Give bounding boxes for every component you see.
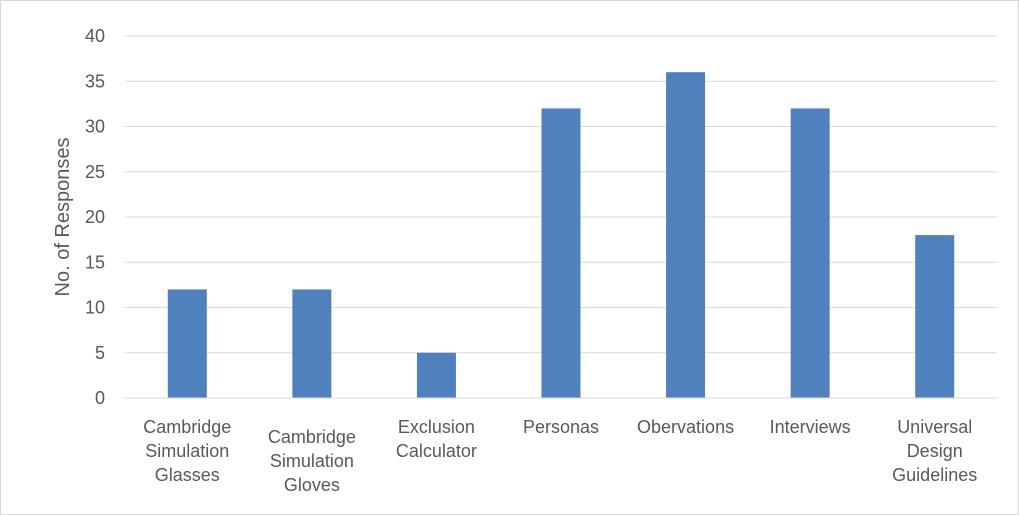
y-axis-title: No. of Responses: [52, 138, 74, 297]
y-tick-label: 30: [85, 117, 105, 137]
x-tick-label-line: Universal: [897, 417, 972, 437]
x-tick-label-line: Simulation: [145, 441, 229, 461]
y-tick-label: 15: [85, 252, 105, 272]
x-tick-label: Cambridge Simulation Glasses: [143, 417, 231, 485]
bar: [416, 352, 456, 398]
x-tick-label: Universal Design Guidelines: [892, 417, 977, 485]
x-tick-label-line: Calculator: [396, 441, 477, 461]
x-tick-label: Personas: [523, 417, 599, 437]
x-tick-label-line: Exclusion: [398, 417, 475, 437]
y-tick-label: 40: [85, 26, 105, 46]
x-tick-label: Obervations: [637, 417, 734, 437]
x-tick-label-line: Gloves: [284, 475, 340, 495]
x-tick-label-line: Design: [907, 441, 963, 461]
y-tick-label: 35: [85, 71, 105, 91]
x-tick-label-line: Simulation: [270, 451, 354, 471]
y-tick-label: 20: [85, 207, 105, 227]
y-tick-label: 10: [85, 298, 105, 318]
x-tick-label-line: Personas: [523, 417, 599, 437]
y-tick-label: 25: [85, 162, 105, 182]
x-tick-label-line: Glasses: [155, 465, 220, 485]
y-tick-label: 0: [95, 388, 105, 408]
bar: [541, 108, 581, 399]
x-tick-label: Interviews: [770, 417, 851, 437]
x-tick-label-line: Guidelines: [892, 465, 977, 485]
bar: [666, 72, 706, 398]
bar: [915, 235, 955, 398]
bar: [292, 289, 332, 398]
x-tick-label-line: Cambridge: [268, 427, 356, 447]
y-tick-label: 5: [95, 343, 105, 363]
bar: [167, 289, 207, 398]
x-tick-label-line: Cambridge: [143, 417, 231, 437]
x-tick-label-line: Obervations: [637, 417, 734, 437]
bars: [167, 72, 955, 399]
bar: [790, 108, 830, 399]
x-tick-label: Cambridge Simulation Gloves: [268, 427, 356, 495]
x-axis-ticks: Cambridge Simulation Glasses Cambridge Simul…: [143, 417, 977, 495]
x-tick-label-line: Interviews: [770, 417, 851, 437]
y-axis-ticks: 0 5 10 15 20 25 30 35 40: [85, 26, 105, 408]
x-tick-label: Exclusion Calculator: [396, 417, 477, 461]
